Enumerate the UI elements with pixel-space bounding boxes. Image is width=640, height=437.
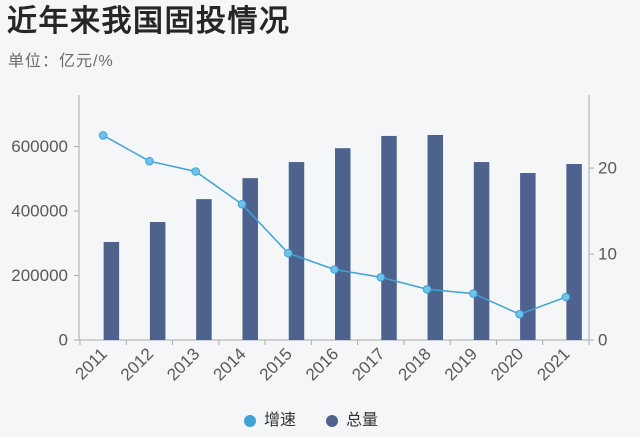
right-tick-label: 20 bbox=[598, 159, 617, 178]
x-tick-label-2019: 2019 bbox=[441, 344, 481, 384]
line-point-2013 bbox=[191, 167, 200, 176]
x-tick-label-2017: 2017 bbox=[348, 344, 388, 384]
line-point-2018 bbox=[422, 284, 432, 294]
legend: 增速 总量 bbox=[244, 409, 378, 433]
line-point-2016 bbox=[330, 265, 339, 274]
x-tick-label-2011: 2011 bbox=[72, 344, 111, 383]
line-point-2012 bbox=[145, 156, 154, 166]
legend-item: 增速 bbox=[244, 409, 296, 433]
line-point-2011 bbox=[98, 131, 108, 140]
line-point-2017 bbox=[376, 272, 386, 282]
line-point-2021 bbox=[561, 292, 571, 302]
bar-2012 bbox=[149, 222, 166, 340]
bar-2016 bbox=[335, 148, 351, 340]
x-tick-label-2013: 2013 bbox=[163, 344, 203, 384]
line-point-2014 bbox=[237, 199, 247, 209]
left-tick-label: 0 bbox=[59, 331, 68, 350]
x-tick-label-2016: 2016 bbox=[302, 344, 342, 384]
chart-subtitle: 单位：亿元/% bbox=[8, 53, 114, 70]
bar-2019 bbox=[473, 162, 490, 340]
line-point-2015 bbox=[283, 248, 293, 258]
legend-label: 增速 bbox=[264, 412, 297, 429]
bar-2015 bbox=[288, 162, 305, 340]
x-tick-label-2021: 2021 bbox=[533, 344, 573, 384]
left-tick-label: 600000 bbox=[11, 137, 68, 156]
line-point-2019 bbox=[469, 289, 478, 298]
x-tick-label-2018: 2018 bbox=[395, 344, 435, 384]
x-tick-label-2015: 2015 bbox=[256, 344, 296, 384]
bar-2017 bbox=[381, 135, 397, 340]
bar-2014 bbox=[242, 178, 258, 340]
bar-2011 bbox=[103, 242, 120, 340]
x-tick-label-2012: 2012 bbox=[117, 344, 157, 384]
bar-2020 bbox=[520, 173, 536, 340]
right-tick-label: 0 bbox=[598, 331, 607, 350]
bar-2018 bbox=[427, 134, 444, 340]
right-tick-label: 10 bbox=[598, 245, 617, 264]
line-path bbox=[102, 134, 567, 316]
bar-2021 bbox=[566, 163, 582, 340]
chart-title: 近年来我国固投情况 bbox=[7, 5, 291, 38]
left-tick-label: 400000 bbox=[11, 202, 68, 221]
bar-2013 bbox=[196, 199, 212, 340]
legend-label: 总量 bbox=[346, 412, 379, 429]
legend-marker-icon bbox=[244, 415, 256, 427]
x-tick-label-2014: 2014 bbox=[209, 344, 249, 384]
x-tick-label-2020: 2020 bbox=[487, 344, 527, 384]
legend-marker-icon bbox=[326, 415, 339, 427]
line-point-2020 bbox=[515, 309, 524, 319]
legend-item: 总量 bbox=[326, 409, 378, 433]
line-series-growth bbox=[98, 131, 571, 319]
left-tick-label: 200000 bbox=[11, 266, 68, 285]
